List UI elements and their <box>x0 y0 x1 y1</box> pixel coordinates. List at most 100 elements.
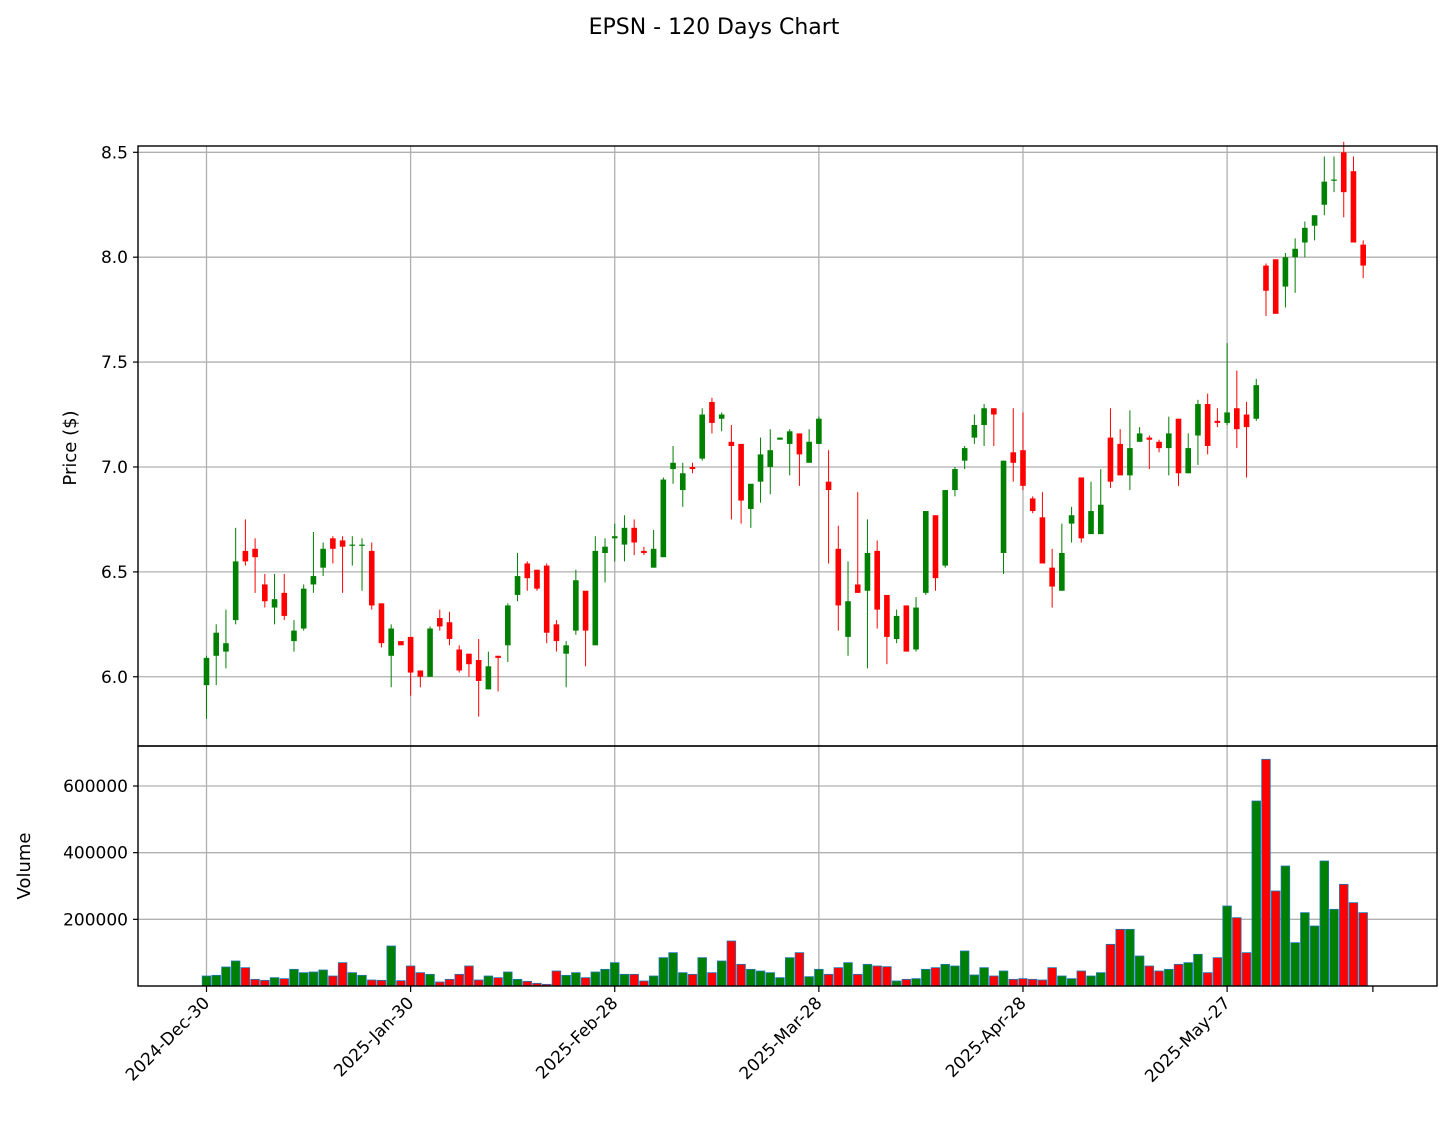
volume-bar <box>794 952 805 987</box>
price-axis-label: Price ($) <box>60 410 81 485</box>
candle <box>417 670 424 688</box>
candle <box>378 603 385 648</box>
volume-bar <box>843 962 853 987</box>
candle <box>806 429 812 463</box>
volume-bar <box>1164 968 1174 987</box>
volume-bar <box>1290 942 1300 987</box>
candle <box>349 536 356 566</box>
candle <box>1039 492 1046 564</box>
candle <box>339 536 346 593</box>
candle <box>748 483 754 528</box>
candle <box>679 462 686 507</box>
candle <box>1029 496 1036 514</box>
volume-bar <box>250 978 260 987</box>
candle <box>1360 240 1366 279</box>
volume-bar <box>522 980 532 987</box>
volume-bar <box>940 963 950 987</box>
candle <box>1224 343 1230 426</box>
candle <box>602 538 608 583</box>
volume-bar <box>969 974 980 987</box>
volume-bar <box>921 968 931 987</box>
volume-bar <box>1300 912 1310 987</box>
volume-bar <box>853 973 863 987</box>
volume-bar <box>668 952 678 987</box>
volume-bar <box>580 977 591 987</box>
candle <box>1010 408 1017 482</box>
candle <box>1088 481 1094 535</box>
volume-bar <box>493 977 503 987</box>
volume-bar <box>746 968 756 987</box>
candle <box>1204 393 1211 455</box>
volume-bar <box>357 974 367 987</box>
candle <box>1097 469 1104 535</box>
candle <box>631 519 637 556</box>
volume-bar <box>201 975 212 987</box>
volume-bar <box>230 960 241 987</box>
volume-bar <box>1241 952 1252 987</box>
volume-bar <box>1261 758 1271 987</box>
price-tick-label: 7.5 <box>101 353 128 373</box>
volume-bar <box>1037 979 1048 987</box>
volume-bar <box>1115 928 1125 987</box>
price-tick-label: 6.5 <box>101 563 128 583</box>
volume-bar <box>1076 970 1087 987</box>
candle <box>1175 418 1182 486</box>
candle <box>514 552 521 602</box>
candle <box>611 523 618 562</box>
candle <box>922 511 929 595</box>
candle <box>427 626 433 677</box>
volume-bar <box>1271 890 1281 987</box>
candle <box>1078 477 1085 543</box>
candle <box>961 446 968 470</box>
volume-bar <box>1066 978 1077 987</box>
candle <box>942 490 949 568</box>
volume-bar <box>1057 975 1067 987</box>
volume-bar <box>1358 912 1368 987</box>
candle <box>252 538 258 593</box>
candle <box>1127 410 1133 491</box>
candle <box>816 416 822 444</box>
candle <box>407 636 414 696</box>
price-tick-label: 8.5 <box>101 143 128 163</box>
candle <box>1136 427 1143 442</box>
volume-bar <box>590 971 601 987</box>
candle <box>991 408 997 446</box>
candle <box>1272 259 1279 314</box>
volume-panel-frame <box>137 745 1438 987</box>
volume-bar <box>1008 978 1018 987</box>
volume-bar <box>736 963 746 987</box>
candle <box>242 519 249 566</box>
volume-bar <box>551 970 562 987</box>
candle <box>368 542 375 610</box>
volume-bar <box>872 965 882 987</box>
candle <box>446 611 453 646</box>
x-tick-label: 2024-Dec-30 <box>122 993 214 1085</box>
volume-bar <box>367 979 377 987</box>
candle <box>320 542 326 577</box>
volume-bar <box>1222 905 1232 987</box>
volume-bar <box>1096 972 1106 987</box>
volume-bar <box>328 975 338 987</box>
candle <box>1214 408 1221 428</box>
volume-bar <box>1193 953 1203 987</box>
volume-bar <box>726 940 737 987</box>
volume-bar <box>648 975 659 987</box>
candle <box>1331 156 1337 193</box>
price-tick-label: 6.0 <box>101 668 128 688</box>
volume-bar <box>1047 967 1057 987</box>
volume-bar <box>891 980 902 987</box>
candle <box>213 624 220 686</box>
volume-bar <box>405 965 416 987</box>
candle <box>903 605 910 652</box>
volume-bar <box>619 973 630 987</box>
candle <box>291 620 297 652</box>
volume-bar <box>454 973 464 987</box>
candle <box>1020 412 1026 491</box>
volume-bar <box>376 979 387 987</box>
volume-bar <box>833 967 844 987</box>
candle <box>524 561 531 591</box>
candle <box>709 397 715 434</box>
candle <box>475 639 482 717</box>
candle <box>573 569 579 635</box>
